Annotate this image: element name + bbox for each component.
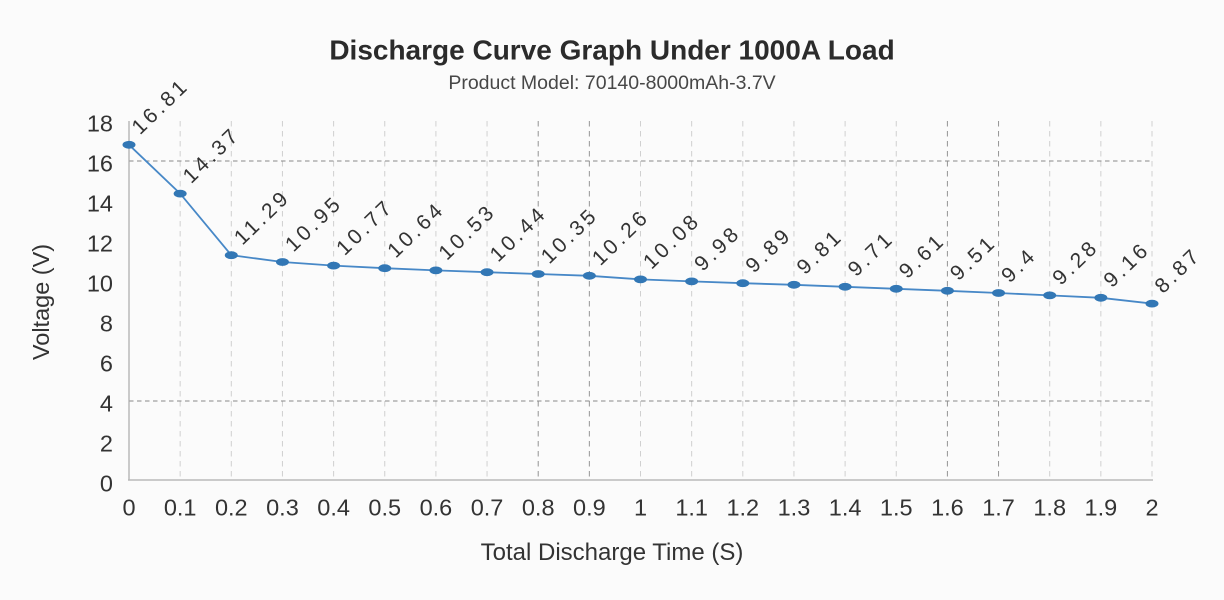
svg-text:14: 14 [87, 191, 113, 217]
svg-text:1.4: 1.4 [829, 495, 862, 521]
svg-text:1.8: 1.8 [1033, 495, 1066, 521]
svg-text:0.3: 0.3 [266, 495, 299, 521]
svg-text:12: 12 [87, 231, 113, 257]
svg-text:0.1: 0.1 [164, 495, 197, 521]
svg-text:1.2: 1.2 [726, 495, 759, 521]
svg-text:1.7: 1.7 [982, 495, 1015, 521]
svg-text:1.1: 1.1 [675, 495, 708, 521]
svg-text:2: 2 [1145, 495, 1158, 521]
svg-text:Voltage (V): Voltage (V) [28, 244, 54, 360]
svg-text:Total Discharge Time (S): Total Discharge Time (S) [481, 539, 744, 566]
svg-text:16: 16 [87, 151, 113, 177]
svg-text:0: 0 [122, 495, 135, 521]
svg-text:0.6: 0.6 [420, 495, 453, 521]
svg-text:Discharge Curve Graph Under 10: Discharge Curve Graph Under 1000A Load [329, 35, 894, 66]
svg-text:0.7: 0.7 [471, 495, 504, 521]
svg-text:0: 0 [100, 471, 113, 497]
svg-text:0.9: 0.9 [573, 495, 606, 521]
svg-text:2: 2 [100, 431, 113, 457]
svg-text:8: 8 [100, 311, 113, 337]
svg-text:18: 18 [87, 111, 113, 137]
svg-text:1.3: 1.3 [778, 495, 811, 521]
svg-text:4: 4 [100, 391, 113, 417]
svg-text:1.5: 1.5 [880, 495, 913, 521]
svg-text:1.6: 1.6 [931, 495, 964, 521]
svg-text:1.9: 1.9 [1085, 495, 1118, 521]
svg-text:10: 10 [87, 271, 113, 297]
svg-text:0.5: 0.5 [368, 495, 401, 521]
svg-text:0.2: 0.2 [215, 495, 248, 521]
svg-text:0.4: 0.4 [317, 495, 350, 521]
svg-text:1: 1 [634, 495, 647, 521]
svg-text:0.8: 0.8 [522, 495, 555, 521]
svg-text:6: 6 [100, 351, 113, 377]
svg-text:Product Model: 70140-8000mAh-3: Product Model: 70140-8000mAh-3.7V [448, 72, 775, 94]
